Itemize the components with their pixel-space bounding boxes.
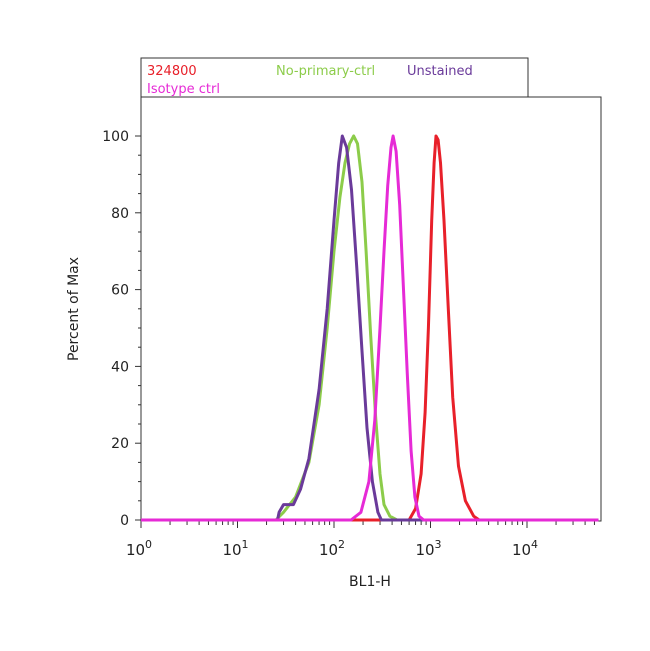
x-tick-base: 10 — [126, 541, 145, 559]
x-tick-exponent: 0 — [145, 538, 152, 551]
x-tick-exponent: 2 — [338, 538, 345, 551]
y-tick-label: 100 — [102, 129, 129, 145]
y-axis-label: Percent of Max — [66, 257, 82, 361]
legend-label-no-primary-ctrl: No-primary-ctrl — [276, 64, 375, 79]
y-tick-label: 60 — [111, 283, 129, 299]
y-tick-label: 0 — [120, 513, 129, 529]
y-tick-label: 40 — [111, 359, 129, 375]
series-line-isotype-ctrl — [141, 134, 599, 522]
x-tick-exponent: 4 — [531, 538, 538, 551]
x-tick-label: 102 — [319, 538, 345, 559]
x-axis-label: BL1-H — [349, 574, 391, 590]
x-tick-label: 104 — [512, 538, 538, 559]
legend: 324800 No-primary-ctrl Unstained Isotype… — [140, 57, 529, 98]
x-tick-label: 101 — [222, 538, 248, 559]
x-axis: 100 101 102 103 104 — [126, 521, 595, 559]
x-tick-base: 10 — [319, 541, 338, 559]
legend-box — [140, 57, 529, 98]
legend-label-isotype-ctrl: Isotype ctrl — [147, 82, 220, 97]
legend-label-324800: 324800 — [147, 64, 197, 79]
series-line-324800 — [141, 134, 599, 522]
legend-label-unstained: Unstained — [407, 64, 473, 79]
series-layer — [141, 134, 599, 522]
x-tick-label: 100 — [126, 538, 152, 559]
y-tick-label: 20 — [111, 436, 129, 452]
x-tick-exponent: 1 — [242, 538, 249, 551]
x-tick-base: 10 — [222, 541, 241, 559]
x-tick-label: 103 — [415, 538, 441, 559]
y-tick-label: 80 — [111, 206, 129, 222]
x-tick-base: 10 — [415, 541, 434, 559]
y-axis: 0 20 40 60 80 100 — [102, 129, 141, 529]
x-tick-base: 10 — [512, 541, 531, 559]
x-tick-exponent: 3 — [435, 538, 442, 551]
